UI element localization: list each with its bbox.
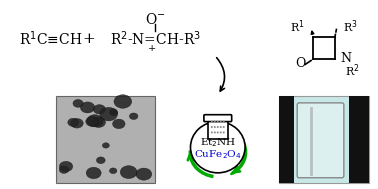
Circle shape	[220, 121, 222, 123]
FancyArrowPatch shape	[217, 58, 225, 91]
Text: R$^{2}$-N=CH-R$^{3}$: R$^{2}$-N=CH-R$^{3}$	[110, 29, 201, 48]
Ellipse shape	[86, 117, 99, 126]
Ellipse shape	[109, 109, 118, 115]
FancyBboxPatch shape	[204, 115, 232, 122]
Ellipse shape	[110, 168, 117, 174]
Ellipse shape	[110, 110, 118, 116]
Circle shape	[214, 121, 216, 123]
FancyBboxPatch shape	[56, 96, 155, 183]
Circle shape	[223, 121, 225, 123]
Circle shape	[211, 121, 213, 123]
Text: O: O	[295, 57, 305, 70]
Circle shape	[211, 126, 213, 128]
Ellipse shape	[102, 143, 109, 148]
Text: Et$_{2}$NH: Et$_{2}$NH	[200, 136, 236, 149]
Ellipse shape	[59, 166, 69, 174]
Ellipse shape	[120, 166, 137, 179]
Text: CuFe$_{2}$O$_{4}$: CuFe$_{2}$O$_{4}$	[194, 148, 242, 160]
Circle shape	[214, 126, 216, 128]
Circle shape	[223, 131, 225, 133]
Ellipse shape	[92, 117, 105, 127]
Text: O$^{-}$: O$^{-}$	[145, 12, 166, 27]
Text: R$^{1}$C≡CH: R$^{1}$C≡CH	[19, 29, 82, 48]
FancyBboxPatch shape	[297, 103, 344, 178]
FancyBboxPatch shape	[349, 96, 369, 183]
Ellipse shape	[93, 105, 105, 114]
Ellipse shape	[114, 95, 132, 108]
Circle shape	[211, 131, 213, 133]
Ellipse shape	[71, 119, 83, 128]
Ellipse shape	[86, 167, 101, 179]
Ellipse shape	[81, 102, 95, 113]
Ellipse shape	[87, 115, 103, 127]
Text: R$^{2}$: R$^{2}$	[345, 62, 359, 79]
Circle shape	[217, 131, 219, 133]
Circle shape	[217, 126, 219, 128]
Text: N: N	[340, 52, 351, 65]
Ellipse shape	[96, 157, 105, 164]
Circle shape	[214, 131, 216, 133]
Ellipse shape	[113, 119, 125, 129]
Circle shape	[217, 121, 219, 123]
Ellipse shape	[100, 107, 118, 121]
Ellipse shape	[136, 168, 152, 180]
Ellipse shape	[68, 118, 79, 126]
Circle shape	[220, 126, 222, 128]
FancyBboxPatch shape	[279, 96, 294, 183]
Text: +: +	[82, 32, 95, 46]
Ellipse shape	[191, 122, 245, 173]
Ellipse shape	[73, 99, 83, 107]
Polygon shape	[208, 120, 228, 139]
Text: +: +	[148, 44, 156, 53]
Text: R$^{3}$: R$^{3}$	[343, 19, 358, 35]
Circle shape	[223, 126, 225, 128]
Circle shape	[220, 131, 222, 133]
FancyBboxPatch shape	[279, 96, 369, 183]
Text: R$^{1}$: R$^{1}$	[290, 19, 305, 35]
Ellipse shape	[129, 113, 138, 119]
Ellipse shape	[59, 161, 73, 172]
